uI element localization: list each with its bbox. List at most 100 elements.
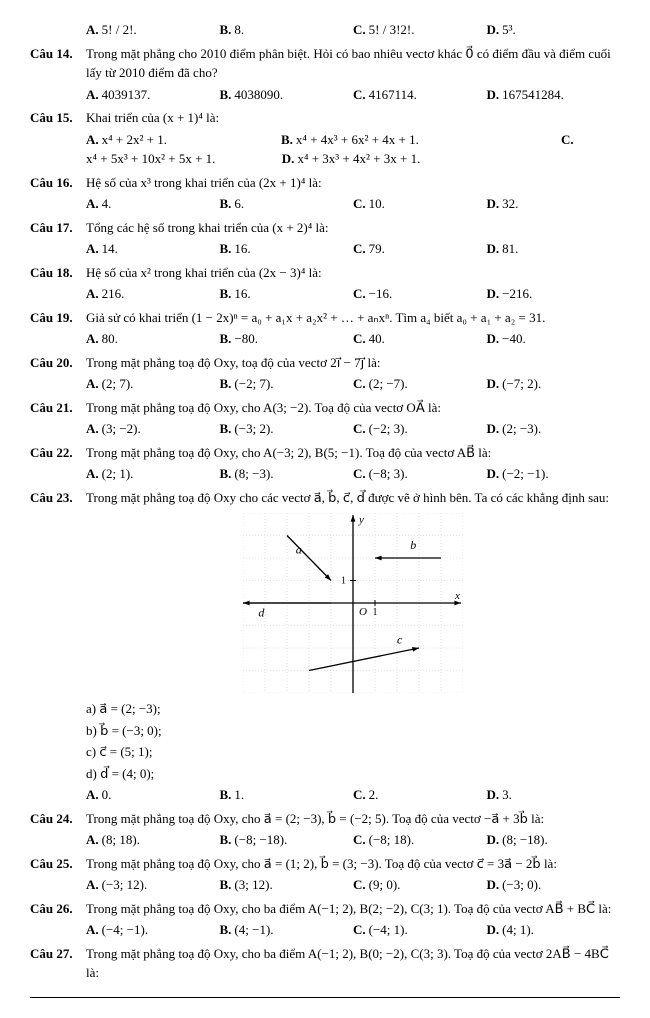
question-26: Câu 26. Trong mặt phẳng toạ độ Oxy, cho …	[30, 899, 620, 940]
question-16: Câu 16. Hệ số của x³ trong khai triển củ…	[30, 173, 620, 214]
opt-d: D.32.	[487, 194, 621, 214]
opt-d: D.−40.	[487, 329, 621, 349]
opt-d: D.x⁴ + 3x³ + 4x² + 3x + 1.	[282, 149, 620, 169]
question-number: Câu 26.	[30, 899, 86, 940]
sub-c: c) c⃗ = (5; 1);	[86, 742, 620, 762]
opt-c: C.(−4; 1).	[353, 920, 487, 940]
opt-b: B.(3; 12).	[220, 875, 354, 895]
opt-a: A.216.	[86, 284, 220, 304]
opt-d: D.167541284.	[487, 85, 621, 105]
question-number: Câu 17.	[30, 218, 86, 259]
opt-b: B.16.	[220, 239, 354, 259]
question-number: Câu 22.	[30, 443, 86, 484]
question-text: Giả sử có khai triển (1 − 2x)ⁿ = a₀ + a₁…	[86, 308, 620, 328]
opt-c: C.−16.	[353, 284, 487, 304]
question-17: Câu 17. Tổng các hệ số trong khai triển …	[30, 218, 620, 259]
question-24: Câu 24. Trong mặt phẳng toạ độ Oxy, cho …	[30, 809, 620, 850]
opt-c: C.5! / 3!2!.	[353, 20, 487, 40]
opt-b: B.(−2; 7).	[220, 374, 354, 394]
question-27: Câu 27. Trong mặt phẳng toạ độ Oxy, cho …	[30, 944, 620, 985]
question-14: Câu 14. Trong mặt phẳng cho 2010 điểm ph…	[30, 44, 620, 105]
opt-c: C.79.	[353, 239, 487, 259]
opt-b: B.(8; −3).	[220, 464, 354, 484]
vector-figure: 11Oxya⃗b⃗c⃗d⃗	[243, 513, 463, 693]
question-number: Câu 20.	[30, 353, 86, 394]
question-22: Câu 22. Trong mặt phẳng toạ độ Oxy, cho …	[30, 443, 620, 484]
opt-b: B.(−8; −18).	[220, 830, 354, 850]
opt-b: B.6.	[220, 194, 354, 214]
question-text: Tổng các hệ số trong khai triển của (x +…	[86, 218, 620, 238]
opt-a: A.80.	[86, 329, 220, 349]
question-text: Trong mặt phẳng toạ độ Oxy, cho a⃗ = (2;…	[86, 809, 620, 829]
opt-d: D.(4; 1).	[487, 920, 621, 940]
opt-c: C.40.	[353, 329, 487, 349]
opt-a: A.0.	[86, 785, 220, 805]
opt-d: D.(2; −3).	[487, 419, 621, 439]
opt-b: B.1.	[220, 785, 354, 805]
question-text: Trong mặt phẳng toạ độ Oxy, cho A(3; −2)…	[86, 398, 620, 418]
question-19: Câu 19. Giả sử có khai triển (1 − 2x)ⁿ =…	[30, 308, 620, 349]
sub-d: d) d⃗ = (4; 0);	[86, 764, 620, 784]
opt-b: B.16.	[220, 284, 354, 304]
question-text: Trong mặt phẳng toạ độ Oxy, cho ba điểm …	[86, 899, 620, 919]
opt-a: A.4039137.	[86, 85, 220, 105]
question-text: Hệ số của x² trong khai triển của (2x − …	[86, 263, 620, 283]
question-23: Câu 23. Trong mặt phẳng toạ độ Oxy cho c…	[30, 488, 620, 805]
opt-d: D.−216.	[487, 284, 621, 304]
sub-b: b) b⃗ = (−3; 0);	[86, 721, 620, 741]
opt-b: B.8.	[220, 20, 354, 40]
svg-text:x: x	[454, 590, 460, 602]
svg-text:c⃗: c⃗	[397, 633, 412, 647]
opt-b: B.(4; −1).	[220, 920, 354, 940]
question-20: Câu 20. Trong mặt phẳng toạ độ Oxy, toạ …	[30, 353, 620, 394]
sub-a: a) a⃗ = (2; −3);	[86, 699, 620, 719]
opt-a: A.(−3; 12).	[86, 875, 220, 895]
question-text: Trong mặt phẳng toạ độ Oxy, toạ độ của v…	[86, 353, 620, 373]
question-text: Trong mặt phẳng cho 2010 điểm phân biệt.…	[86, 44, 620, 83]
opt-d: D.(−7; 2).	[487, 374, 621, 394]
question-number: Câu 23.	[30, 488, 86, 805]
question-text: Khai triển của (x + 1)⁴ là:	[86, 108, 620, 128]
opt-c: C.	[561, 130, 620, 150]
question-number: Câu 19.	[30, 308, 86, 349]
svg-text:O: O	[359, 606, 367, 618]
opt-b: B.(−3; 2).	[220, 419, 354, 439]
footer-rule	[30, 997, 620, 998]
opt-a: A.(−4; −1).	[86, 920, 220, 940]
question-number: Câu 14.	[30, 44, 86, 105]
opt-c: C.10.	[353, 194, 487, 214]
question-18: Câu 18. Hệ số của x² trong khai triển củ…	[30, 263, 620, 304]
question-number: Câu 27.	[30, 944, 86, 985]
opt-c: C.(9; 0).	[353, 875, 487, 895]
svg-text:1: 1	[373, 607, 378, 618]
opt-c: C.(−8; 3).	[353, 464, 487, 484]
opt-a: A.x⁴ + 2x² + 1.	[86, 130, 281, 150]
opt-a: A.(2; 7).	[86, 374, 220, 394]
opt-c: C.(−2; 3).	[353, 419, 487, 439]
question-number: Câu 18.	[30, 263, 86, 304]
question-number: Câu 25.	[30, 854, 86, 895]
opt-b: B.−80.	[220, 329, 354, 349]
opt-a: A.(3; −2).	[86, 419, 220, 439]
opt-c: C.(2; −7).	[353, 374, 487, 394]
question-number: Câu 16.	[30, 173, 86, 214]
question-text: Trong mặt phẳng toạ độ Oxy, cho a⃗ = (1;…	[86, 854, 620, 874]
opt-d: D.81.	[487, 239, 621, 259]
question-15: Câu 15. Khai triển của (x + 1)⁴ là: A.x⁴…	[30, 108, 620, 169]
svg-text:d⃗: d⃗	[258, 606, 273, 620]
opt-d: D.3.	[487, 785, 621, 805]
opt-a: A.(8; 18).	[86, 830, 220, 850]
svg-text:b⃗: b⃗	[410, 538, 425, 552]
opt-c: C.(−8; 18).	[353, 830, 487, 850]
opt-b: B.4038090.	[220, 85, 354, 105]
question-text: Trong mặt phẳng toạ độ Oxy, cho ba điểm …	[86, 944, 620, 983]
opt-c2: x⁴ + 5x³ + 10x² + 5x + 1.	[86, 149, 282, 169]
opt-b: B.x⁴ + 4x³ + 6x² + 4x + 1.	[281, 130, 561, 150]
question-text: Trong mặt phẳng toạ độ Oxy, cho A(−3; 2)…	[86, 443, 620, 463]
svg-text:1: 1	[341, 576, 346, 587]
opt-d: D.(−2; −1).	[487, 464, 621, 484]
question-number: Câu 24.	[30, 809, 86, 850]
question-text: Hệ số của x³ trong khai triển của (2x + …	[86, 173, 620, 193]
opt-d: D.5³.	[487, 20, 621, 40]
question-21: Câu 21. Trong mặt phẳng toạ độ Oxy, cho …	[30, 398, 620, 439]
